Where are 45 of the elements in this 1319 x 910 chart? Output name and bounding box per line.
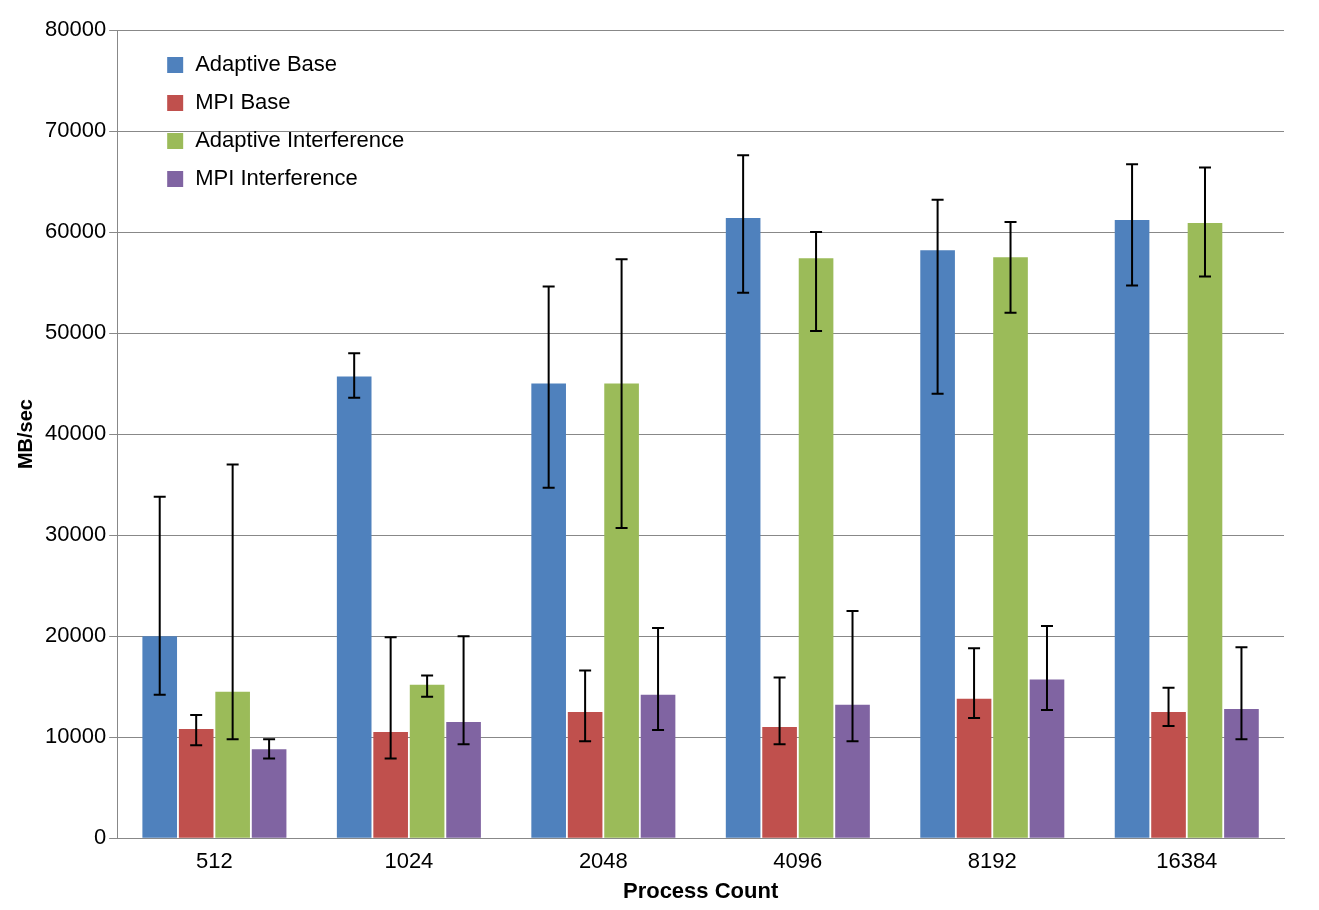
x-tick-label: 4096 bbox=[773, 848, 823, 874]
bar bbox=[336, 376, 372, 838]
y-axis-title: MB/sec bbox=[13, 399, 36, 470]
bar bbox=[1187, 222, 1223, 838]
bar bbox=[409, 684, 445, 838]
y-tick-label: 80000 bbox=[44, 16, 107, 42]
legend-label: Adaptive Base bbox=[195, 51, 338, 77]
bar bbox=[725, 217, 761, 838]
bar bbox=[604, 383, 639, 838]
x-tick-label: 2048 bbox=[578, 848, 628, 874]
legend-label: MPI Interference bbox=[195, 165, 358, 191]
x-tick-label: 8192 bbox=[967, 848, 1017, 874]
y-tick-label: 40000 bbox=[44, 420, 107, 446]
bar bbox=[762, 727, 797, 838]
bar bbox=[1151, 711, 1186, 838]
x-tick-label: 512 bbox=[196, 848, 233, 874]
bar bbox=[567, 711, 603, 838]
bar bbox=[798, 258, 834, 838]
bar bbox=[640, 694, 676, 838]
bar bbox=[1029, 679, 1065, 838]
bar bbox=[142, 636, 178, 838]
bar bbox=[373, 732, 408, 838]
y-tick-label: 30000 bbox=[44, 521, 107, 547]
x-tick-label: 16384 bbox=[1156, 848, 1218, 874]
x-axis-title: Process Count bbox=[622, 877, 779, 903]
bar bbox=[920, 250, 955, 838]
bar bbox=[1224, 708, 1259, 838]
x-tick-label: 1024 bbox=[384, 848, 434, 874]
legend-label: MPI Base bbox=[195, 89, 291, 115]
legend-label: Adaptive Interference bbox=[195, 127, 405, 153]
bar bbox=[215, 691, 250, 838]
y-tick-label: 50000 bbox=[44, 319, 107, 345]
y-tick-label: 0 bbox=[93, 824, 107, 850]
bar bbox=[531, 383, 566, 838]
bar bbox=[956, 698, 992, 838]
y-tick-label: 20000 bbox=[44, 622, 107, 648]
bar bbox=[178, 729, 214, 838]
y-tick-label: 70000 bbox=[44, 117, 107, 143]
bar bbox=[993, 257, 1028, 838]
y-tick-label: 60000 bbox=[44, 218, 107, 244]
y-tick-label: 10000 bbox=[44, 723, 107, 749]
bar bbox=[835, 704, 870, 838]
bar bbox=[1114, 219, 1150, 838]
bar bbox=[251, 749, 287, 838]
bar bbox=[446, 722, 481, 838]
